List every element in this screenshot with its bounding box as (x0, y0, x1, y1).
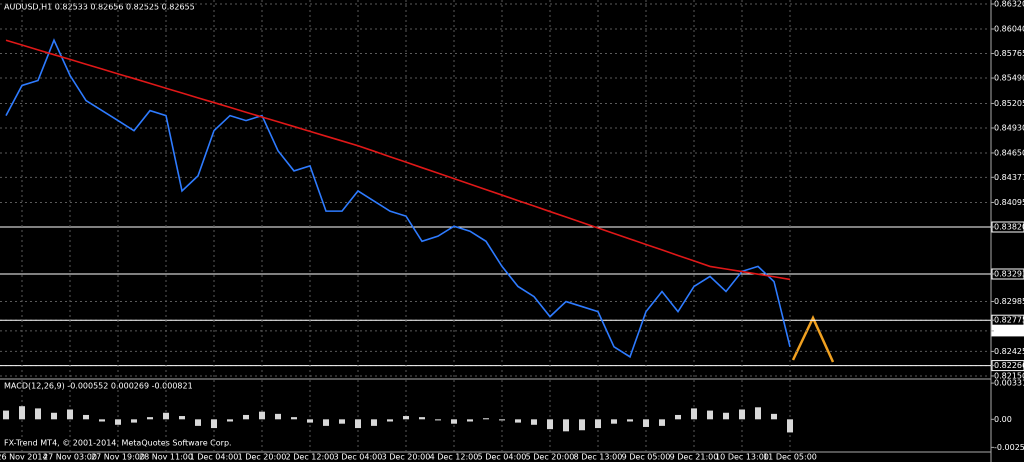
histogram-bar (547, 419, 553, 430)
x-tick-label: 9 Dec 21:00 (670, 453, 719, 462)
x-tick-label: 11 Dec 05:00 (763, 453, 817, 462)
histogram-bar (675, 414, 681, 420)
histogram-bar (163, 412, 169, 420)
x-tick-label: 8 Dec 13:00 (574, 453, 623, 462)
x-tick-label: 9 Dec 05:00 (622, 453, 671, 462)
histogram-bar (243, 414, 249, 420)
chart-title: AUDUSD,H1 0.82533 0.82656 0.82525 0.8265… (4, 3, 195, 12)
y-tick-label: 0.84095 (994, 198, 1024, 207)
x-tick-label: 1 Dec 04:00 (190, 453, 239, 462)
histogram-bar (3, 410, 9, 420)
macd-title: MACD(12,26,9) -0.000552 0.000269 -0.0008… (4, 382, 193, 391)
histogram-bar (275, 413, 281, 420)
histogram-bar (787, 419, 793, 433)
histogram-bar (323, 419, 329, 426)
histogram-bar (291, 417, 297, 420)
histogram-bar (659, 419, 665, 426)
x-tick-label: 10 Dec 13:00 (715, 453, 769, 462)
histogram-bar (739, 409, 745, 420)
histogram-bar (371, 419, 377, 426)
y-tick-label: 0.86320 (994, 0, 1024, 9)
histogram-bar (259, 411, 265, 420)
x-tick-label: 4 Dec 12:00 (430, 453, 479, 462)
x-tick-label: 26 Nov 2014 (0, 453, 48, 462)
histogram-bar (131, 419, 137, 423)
y-tick-label: 0.85490 (994, 74, 1024, 83)
histogram-bar (755, 407, 761, 420)
histogram-bar (355, 419, 361, 429)
histogram-bar (483, 418, 489, 420)
x-tick-label: 27 Nov 03:00 (43, 453, 97, 462)
x-tick-label: 28 Nov 11:00 (139, 453, 193, 462)
histogram-bar (691, 408, 697, 420)
y-tick-label: 0.003316 (994, 379, 1024, 388)
x-tick-label: 27 Nov 19:00 (91, 453, 145, 462)
histogram-bar (771, 413, 777, 420)
x-tick-label: 1 Dec 20:00 (238, 453, 287, 462)
histogram-bar (723, 412, 729, 420)
copyright: FX-Trend MT4, © 2001-2014, MetaQuotes So… (4, 439, 232, 448)
histogram-bar (211, 419, 217, 429)
y-tick-label: 0.82150 (994, 371, 1024, 380)
histogram-bar (179, 416, 185, 420)
y-tick-label: 0.82985 (994, 297, 1024, 306)
histogram-bar (35, 408, 41, 420)
x-tick-label: 5 Dec 20:00 (526, 453, 575, 462)
x-tick-label: 2 Dec 12:00 (286, 453, 335, 462)
histogram-bar (227, 419, 233, 422)
histogram-bar (419, 417, 425, 420)
y-tick-label: 0.84650 (994, 148, 1024, 157)
y-tick-label: -0.002568 (994, 443, 1024, 452)
histogram-bar (595, 419, 601, 429)
histogram-bar (339, 419, 345, 424)
x-tick-label: 3 Dec 20:00 (382, 453, 431, 462)
histogram-bar (579, 419, 585, 431)
arrow-indicator (791, 315, 835, 363)
histogram-bar (627, 419, 633, 422)
histogram-bar (531, 419, 537, 425)
x-tick-label: 5 Dec 04:00 (478, 453, 527, 462)
y-tick-label: 0.82425 (994, 347, 1024, 356)
histogram-bar (387, 419, 393, 422)
y-tick-label: 0.85765 (994, 49, 1024, 58)
y-tick-label: 0.86040 (994, 24, 1024, 33)
histogram-bar (451, 419, 457, 424)
histogram-bar (611, 419, 617, 424)
y-tick-label: 0.00 (994, 415, 1012, 424)
y-tick-label: 0.82266 (994, 361, 1024, 370)
histogram-bar (67, 409, 73, 420)
histogram-bar (307, 419, 313, 423)
histogram-bar (467, 419, 473, 422)
histogram-bar (195, 419, 201, 426)
histogram-bar (147, 417, 153, 420)
y-tick-label: 0.83293 (994, 270, 1024, 279)
histogram-bar (435, 419, 441, 421)
y-tick-label: 0.83820 (994, 222, 1024, 231)
price-line (5, 39, 791, 281)
histogram-bar (403, 416, 409, 420)
price-line (5, 38, 791, 359)
y-tick-label: 0.85205 (994, 99, 1024, 108)
histogram-bar (563, 419, 569, 432)
histogram-bar (515, 419, 521, 423)
histogram-bar (707, 410, 713, 420)
y-tick-label: 0.84930 (994, 123, 1024, 132)
y-tick-label: 0.84377 (994, 173, 1024, 182)
x-tick-label: 3 Dec 04:00 (334, 453, 383, 462)
histogram-bar (51, 412, 57, 420)
histogram-bar (499, 419, 505, 421)
y-tick-label: 0.82775 (994, 316, 1024, 325)
y-tick-label: 0.82655 (994, 326, 1024, 335)
histogram-bar (115, 419, 121, 425)
histogram-bar (19, 406, 25, 420)
histogram-bar (643, 419, 649, 427)
histogram-bar (83, 414, 89, 420)
histogram-bar (99, 419, 105, 422)
